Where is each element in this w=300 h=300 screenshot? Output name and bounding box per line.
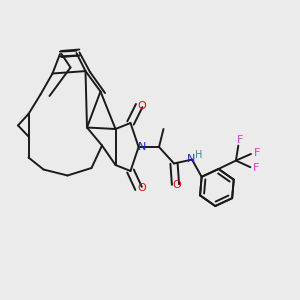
Text: F: F (237, 135, 243, 145)
Text: O: O (137, 183, 146, 194)
Text: F: F (253, 163, 260, 173)
Text: N: N (137, 142, 146, 152)
Text: O: O (138, 100, 147, 111)
Text: F: F (254, 148, 260, 158)
Text: O: O (172, 180, 182, 190)
Text: H: H (195, 150, 202, 160)
Text: N: N (187, 154, 196, 164)
